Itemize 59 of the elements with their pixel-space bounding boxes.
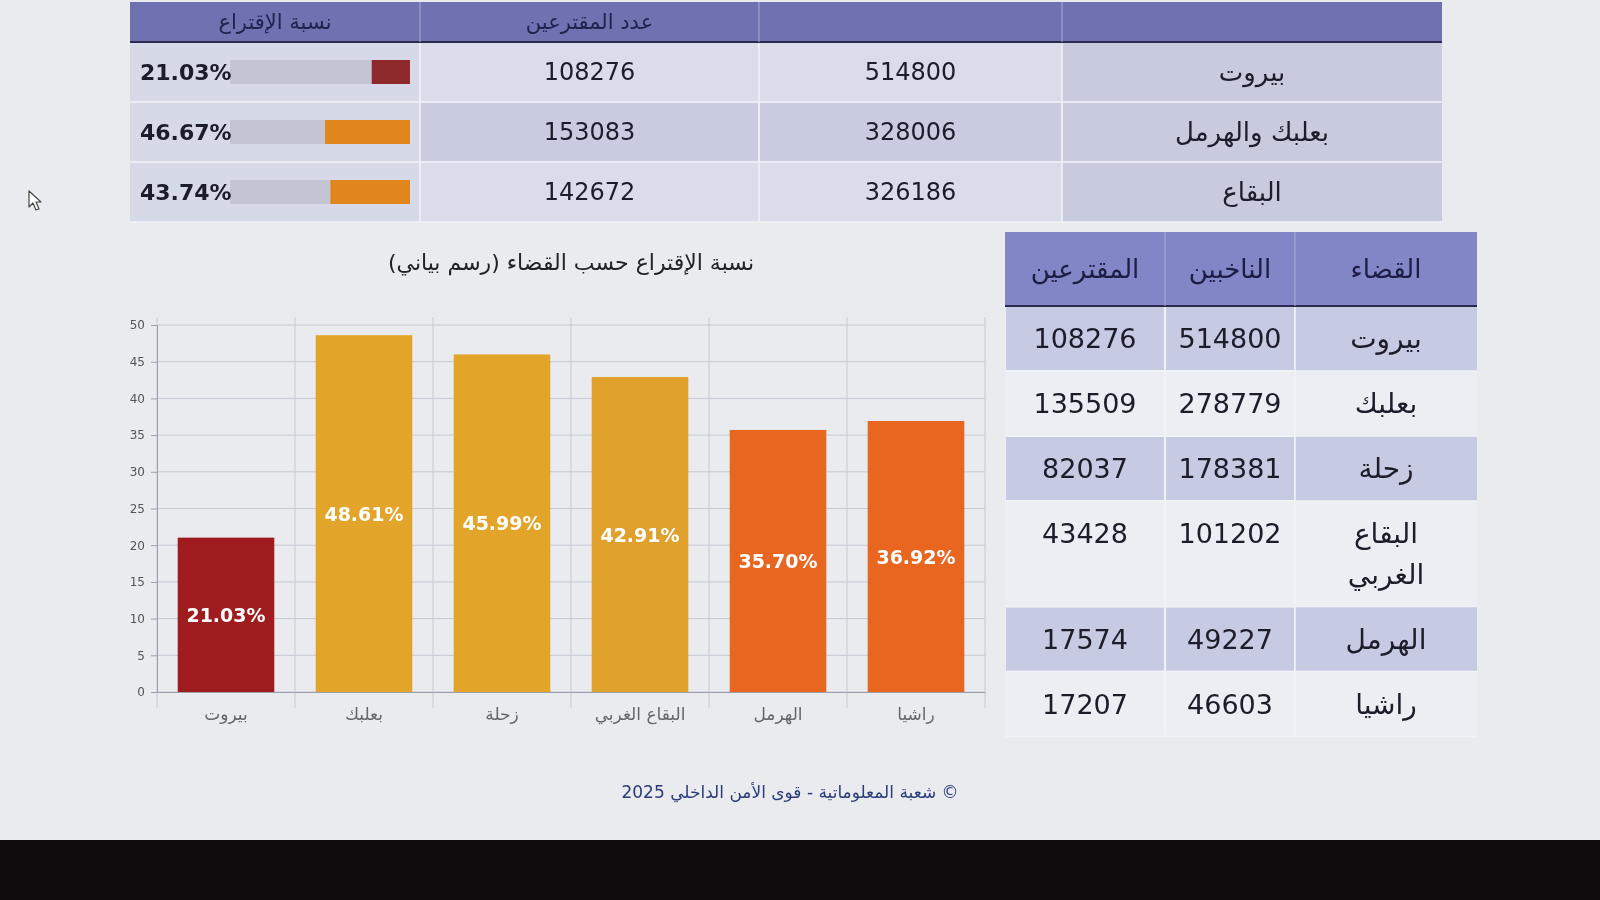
data-label: 17574 xyxy=(1042,623,1128,655)
x-tick-label: الهرمل xyxy=(753,704,803,726)
x-tick-label: بيروت xyxy=(204,704,248,725)
data-label: 328006 xyxy=(864,118,957,146)
data-label: 42.91% xyxy=(600,523,680,546)
y-tick-label: 15 xyxy=(129,575,145,590)
category-label: البقاع xyxy=(1222,177,1282,207)
x-tick-label: زحلة xyxy=(485,704,519,725)
data-label: 45.99% xyxy=(462,512,542,535)
category-label: بيروت xyxy=(1218,57,1286,88)
y-tick-label: 30 xyxy=(129,465,145,480)
data-label: 21.03% xyxy=(140,59,232,85)
y-tick-label: 50 xyxy=(129,318,145,333)
data-label: 142672 xyxy=(543,178,636,206)
data-label: 178381 xyxy=(1178,453,1282,484)
text: © شعبة المعلوماتية - قوى الأمن الداخلي 2025 xyxy=(621,782,959,803)
data-label: 514800 xyxy=(1178,323,1282,354)
y-tick-label: 45 xyxy=(129,355,145,370)
x-tick-label: البقاع الغربي xyxy=(594,704,686,726)
data-label: 108276 xyxy=(543,58,636,86)
series-label: الناخبين xyxy=(1188,254,1272,285)
y-tick-label: 25 xyxy=(129,501,145,516)
data-label: 43428 xyxy=(1042,518,1128,549)
y-tick-label: 0 xyxy=(137,685,145,700)
series-label: المقترعين xyxy=(1030,254,1140,285)
data-label: 48.61% xyxy=(324,502,404,525)
x-tick-label: بعلبك xyxy=(344,704,384,725)
chart-title: نسبة الإقتراع حسب القضاء (رسم بياني) xyxy=(387,250,755,276)
category-label: بيروت xyxy=(1350,322,1422,355)
category-label: بعلبك والهرمل xyxy=(1174,117,1330,148)
category-label: الهرمل xyxy=(1345,622,1427,656)
data-label: 153083 xyxy=(543,118,636,146)
data-label: 82037 xyxy=(1042,453,1128,484)
y-tick-label: 40 xyxy=(129,391,145,406)
data-label: 108276 xyxy=(1033,323,1137,354)
data-label: 326186 xyxy=(864,178,957,206)
y-tick-label: 10 xyxy=(129,611,145,626)
data-label: 46.67% xyxy=(140,119,232,145)
y-tick-label: 35 xyxy=(129,428,145,443)
data-label: 35.70% xyxy=(738,549,818,572)
data-label: 101202 xyxy=(1178,518,1282,549)
data-label: 43.74% xyxy=(140,179,232,205)
data-label: 17207 xyxy=(1042,688,1128,720)
category-label: بعلبك xyxy=(1354,387,1418,420)
data-label: 514800 xyxy=(864,58,957,86)
y-tick-label: 20 xyxy=(129,538,145,553)
text: عدد المقترعين xyxy=(525,10,654,34)
category-label: زحلة xyxy=(1358,452,1414,485)
data-label: 36.92% xyxy=(876,545,956,568)
category-label: البقاع الغربي xyxy=(1347,517,1425,591)
data-label: 21.03% xyxy=(186,603,266,626)
text: نسبة الإقتراع xyxy=(218,10,332,34)
x-tick-label: راشيا xyxy=(897,704,935,725)
y-tick-label: 5 xyxy=(137,648,145,663)
data-label: 49227 xyxy=(1187,623,1273,655)
text: القضاء xyxy=(1350,254,1422,284)
data-label: 135509 xyxy=(1033,388,1137,419)
data-label: 278779 xyxy=(1178,388,1282,419)
data-label: 46603 xyxy=(1187,688,1273,720)
